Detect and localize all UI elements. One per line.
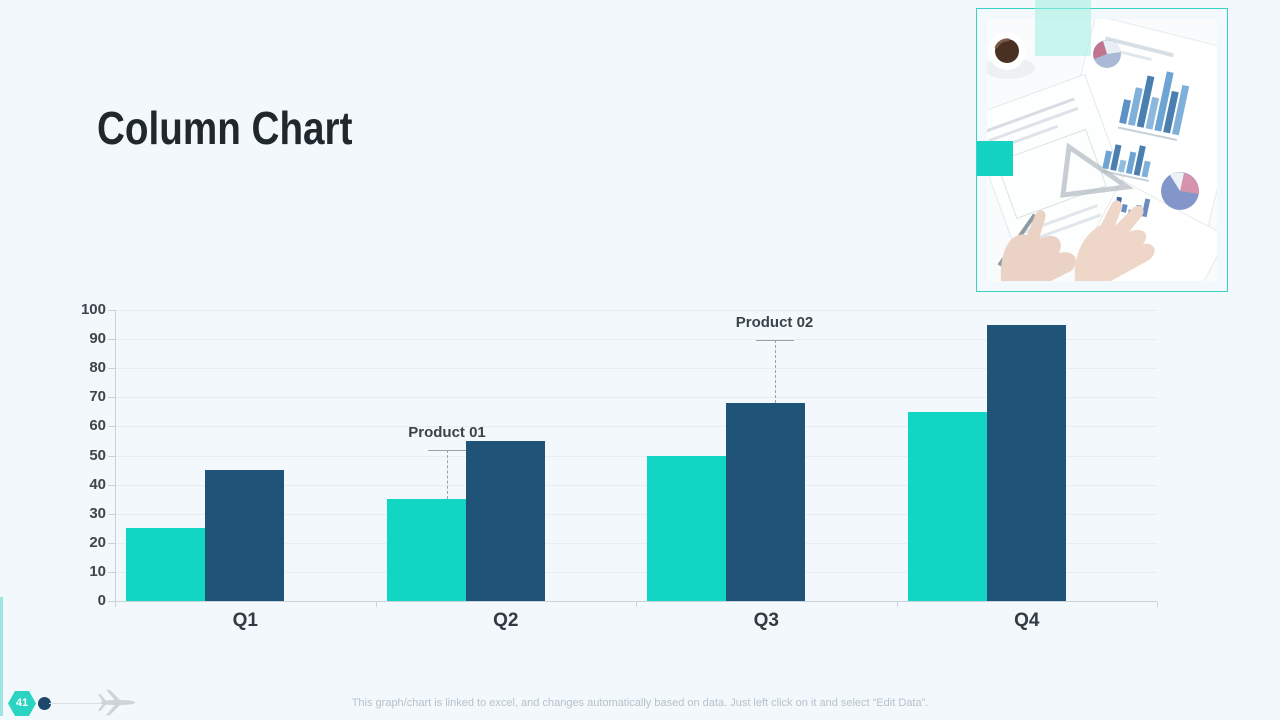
desk-photo-illustration — [987, 19, 1217, 281]
y-axis-label: 0 — [97, 592, 106, 609]
gridline — [116, 484, 1157, 486]
gridline — [116, 542, 1157, 544]
gridline — [116, 397, 1157, 399]
y-axis-label: 20 — [89, 533, 106, 551]
annotation-cap-line — [428, 450, 466, 452]
decor-mint-square — [1035, 0, 1091, 56]
page-title: Column Chart — [97, 102, 353, 154]
category-label: Q4 — [1014, 610, 1040, 631]
y-axis-label: 10 — [89, 562, 106, 580]
bar-product-01-q3 — [647, 455, 726, 601]
y-axis-tick — [108, 513, 115, 515]
y-axis-label: 90 — [89, 330, 106, 348]
desk-photo — [987, 19, 1217, 281]
y-axis-line — [115, 310, 116, 601]
category-label: Q1 — [232, 610, 258, 631]
y-axis-label: 100 — [80, 301, 106, 318]
footer-note: This graph/chart is linked to excel, and… — [351, 697, 929, 709]
y-axis-tick — [108, 601, 115, 602]
marker-dot — [38, 697, 51, 710]
bar-product-01-q4 — [907, 411, 987, 601]
gridline — [116, 368, 1157, 370]
bar-product-02-q3 — [726, 403, 805, 601]
pie-chart-small — [1093, 40, 1121, 68]
x-axis-line — [115, 601, 1157, 602]
gridline — [116, 426, 1157, 428]
y-axis-label: 50 — [89, 446, 106, 464]
y-axis-tick — [108, 426, 115, 428]
gridline — [116, 455, 1157, 457]
annotation-cap-line — [755, 340, 794, 342]
page-number-badge: 41 — [8, 691, 36, 716]
y-axis-tick — [108, 339, 115, 341]
y-axis-label: 80 — [89, 359, 106, 377]
series-annotation-label: Product 01 — [408, 424, 486, 442]
y-axis-tick — [108, 455, 115, 457]
category-label: Q2 — [493, 610, 519, 631]
x-axis-tick — [375, 602, 377, 607]
series-annotation-label: Product 02 — [735, 314, 814, 332]
pie-chart-large — [1161, 172, 1200, 210]
y-axis-label: 70 — [89, 388, 106, 406]
coffee-cup — [987, 32, 1035, 79]
decor-teal-square — [977, 141, 1013, 176]
x-axis-tick — [896, 602, 898, 607]
y-axis-label: 40 — [89, 475, 106, 493]
gridline — [116, 571, 1157, 573]
decor-photo-frame — [976, 8, 1228, 292]
marker-line — [49, 703, 117, 704]
y-axis-tick — [108, 397, 115, 399]
decor-left-edge-strip — [0, 597, 3, 716]
bar-product-02-q2 — [465, 440, 545, 601]
y-axis-tick — [108, 368, 115, 370]
y-axis-tick — [108, 310, 115, 311]
gridline — [116, 310, 1157, 311]
bar-product-01-q1 — [126, 528, 205, 601]
x-axis-tick — [1157, 602, 1158, 607]
gridline — [116, 513, 1157, 515]
annotation-leader-line — [447, 450, 448, 500]
y-axis-label: 60 — [89, 417, 106, 435]
y-axis-tick — [108, 542, 115, 544]
gridline — [116, 339, 1157, 341]
bar-product-02-q1 — [205, 470, 284, 601]
annotation-leader-line — [774, 340, 776, 404]
x-axis-tick — [636, 602, 637, 607]
airplane-icon — [97, 689, 136, 716]
y-axis-label: 30 — [89, 504, 106, 522]
category-label: Q3 — [753, 610, 779, 631]
bar-product-01-q2 — [386, 499, 466, 601]
x-axis-tick — [115, 602, 116, 607]
bar-product-02-q4 — [986, 324, 1066, 601]
y-axis-tick — [108, 484, 115, 486]
y-axis-tick — [108, 571, 115, 573]
